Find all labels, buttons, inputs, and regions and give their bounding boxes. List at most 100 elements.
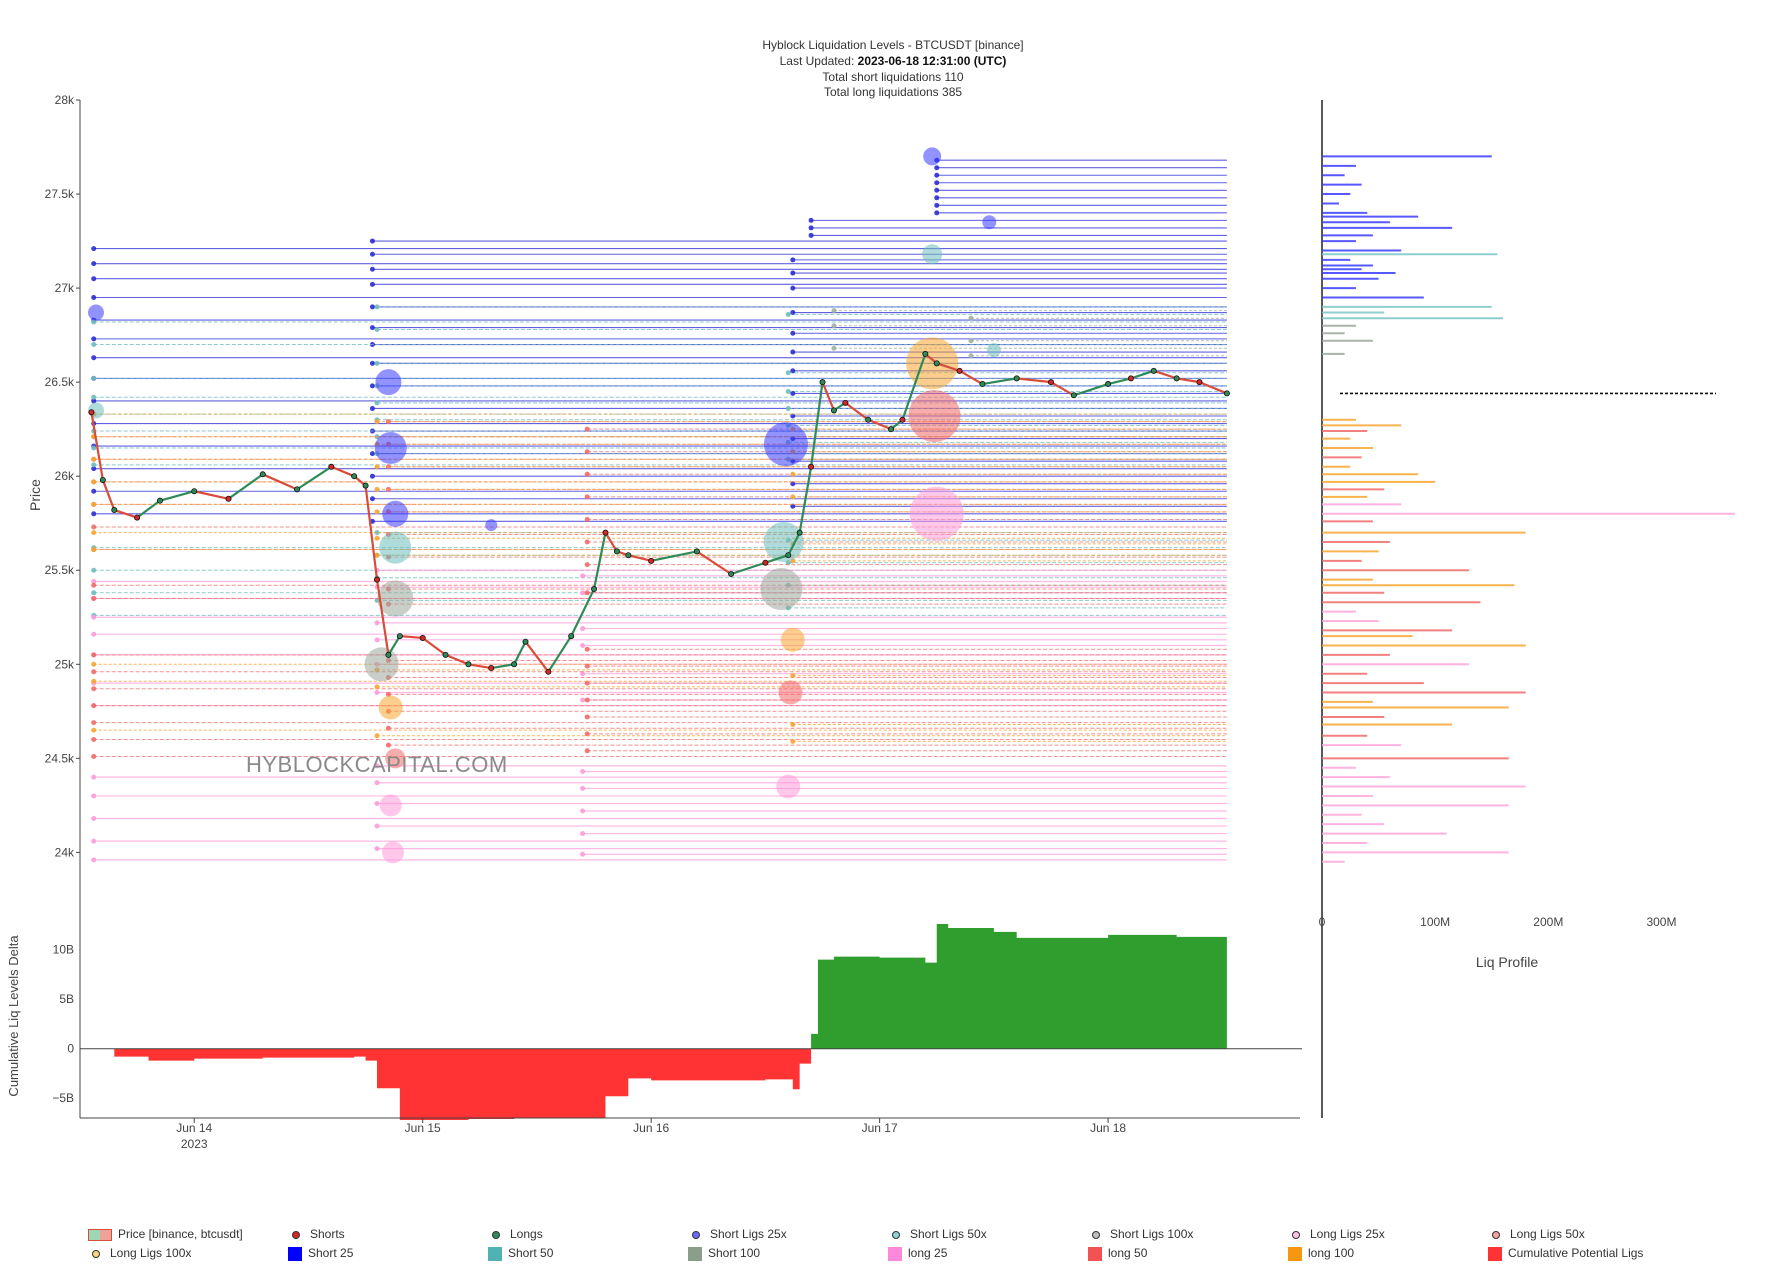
y-tick-label: 27.5k: [45, 187, 75, 201]
liq-level-dot-long50: [385, 725, 391, 731]
legend-item[interactable]: long 50: [1088, 1246, 1147, 1262]
liq-level-dot-short25: [369, 360, 375, 366]
long-liq-marker: [728, 571, 735, 578]
legend-item[interactable]: Long Ligs 25x: [1288, 1227, 1385, 1243]
legend-label: Short Ligs 50x: [910, 1227, 987, 1241]
delta-y-tick-label: 5B: [59, 992, 74, 1006]
y-axis-title: Price: [27, 479, 43, 511]
liq-level-dot-long100: [790, 673, 796, 679]
liq-level-dot-long25: [91, 838, 97, 844]
long-liq-marker: [1173, 375, 1180, 382]
legend-item[interactable]: Short Ligs 25x: [688, 1227, 787, 1243]
liq-level-dot-long50: [385, 742, 391, 748]
legend-item[interactable]: Longs: [488, 1227, 543, 1243]
legend-label: Short Ligs 25x: [710, 1227, 787, 1241]
liq-level-dot-long25: [91, 816, 97, 822]
short-liq-marker: [899, 416, 906, 423]
y-tick-label: 25k: [55, 657, 75, 671]
legend-item[interactable]: Price [binance, btcusdt]: [88, 1227, 243, 1243]
price-segment: [867, 418, 892, 431]
liq-level-dot-long25: [374, 637, 380, 643]
liq-level-dot-short50: [785, 370, 791, 376]
liq-bubble-long25: [776, 774, 801, 799]
short-liq-marker: [602, 529, 609, 536]
long-liq-marker: [351, 473, 358, 480]
price-segment: [809, 381, 824, 467]
liq-level-dot-short100: [831, 345, 837, 351]
short-liq-marker: [762, 559, 769, 566]
liq-level-dot-long25: [580, 671, 586, 677]
liq-bubble-short100: [377, 580, 414, 617]
price-segment: [193, 490, 229, 500]
y-tick-label: 24.5k: [45, 751, 75, 765]
liq-level-dot-short25: [369, 325, 375, 331]
liq-level-dot-short25: [369, 251, 375, 257]
liq-level-dot-long100: [374, 464, 380, 470]
price-segment: [375, 579, 390, 656]
liq-bubble-long25: [381, 841, 404, 864]
price-segment: [959, 369, 983, 385]
legend-symbol: [1088, 1246, 1102, 1261]
liq-level-dot-long50: [584, 539, 590, 545]
legend-item[interactable]: Long Ligs 50x: [1488, 1227, 1585, 1243]
liq-level-dot-short50: [785, 405, 791, 411]
liq-bubble-short25: [374, 431, 407, 464]
long-liq-marker: [1105, 381, 1112, 388]
liq-level-dot-long50: [584, 748, 590, 754]
liq-level-dot-long25: [91, 857, 97, 863]
liq-level-dot-short25: [91, 295, 97, 300]
y-tick-label: 25.5k: [45, 563, 75, 577]
legend-item[interactable]: Shorts: [288, 1227, 345, 1243]
price-segment: [821, 381, 835, 411]
short-liq-marker: [488, 665, 495, 672]
liq-level-dot-long100: [374, 733, 380, 739]
legend-item[interactable]: long 100: [1288, 1246, 1354, 1262]
liq-level-dot-short25: [934, 165, 940, 171]
long-liq-marker: [442, 651, 449, 658]
legend-item[interactable]: Long Ligs 100x: [88, 1246, 191, 1262]
x-tick-sublabel: 2023: [181, 1137, 208, 1151]
liq-level-dot-long50: [91, 669, 97, 675]
legend-item[interactable]: Short Ligs 50x: [888, 1227, 987, 1243]
legend-label: Shorts: [310, 1227, 345, 1241]
liq-level-dot-long100: [91, 678, 97, 684]
liq-level-dot-short25: [369, 281, 375, 287]
price-segment: [1176, 377, 1200, 384]
legend-item[interactable]: Cumulative Potential Ligs: [1488, 1246, 1643, 1262]
long-liq-marker: [785, 552, 792, 559]
profile-x-tick-label: 200M: [1533, 915, 1563, 929]
liq-level-dot-long50: [584, 680, 590, 686]
profile-x-tick-label: 300M: [1646, 915, 1676, 929]
legend-item[interactable]: Short 50: [488, 1246, 553, 1262]
liq-level-dot-long100: [374, 684, 380, 690]
liq-level-dot-short25: [790, 270, 796, 276]
liq-level-dot-long50: [91, 753, 97, 759]
liq-level-dot-long25: [374, 690, 380, 695]
long-liq-marker: [1070, 392, 1077, 399]
long-liq-marker: [830, 407, 837, 414]
liq-level-dot-long100: [374, 509, 380, 515]
liq-level-dot-short25: [369, 383, 375, 389]
legend-item[interactable]: Short 25: [288, 1246, 353, 1262]
legend-item[interactable]: Short Ligs 100x: [1088, 1227, 1193, 1243]
liq-level-dot-short25: [934, 202, 940, 208]
legend-item[interactable]: long 25: [888, 1246, 947, 1262]
liq-level-dot-short25: [934, 180, 940, 186]
price-segment: [387, 635, 401, 656]
y-tick-label: 26k: [55, 469, 75, 483]
liq-level-dot-long25: [91, 774, 97, 780]
short-liq-marker: [545, 668, 552, 675]
liq-level-dot-short50: [91, 462, 97, 468]
legend-item[interactable]: Short 100: [688, 1246, 760, 1262]
liq-level-dot-long50: [91, 686, 97, 692]
price-segment: [696, 550, 732, 575]
liq-level-dot-short50: [91, 590, 97, 596]
price-segment: [1199, 381, 1228, 395]
liq-level-dot-long25: [580, 642, 586, 648]
liq-level-dot-long50: [584, 714, 590, 720]
legend-symbol: [488, 1246, 502, 1261]
price-segment: [650, 550, 698, 562]
liq-level-dot-long25: [580, 831, 586, 837]
liq-level-dot-long25: [580, 808, 586, 814]
long-liq-marker: [465, 661, 472, 668]
